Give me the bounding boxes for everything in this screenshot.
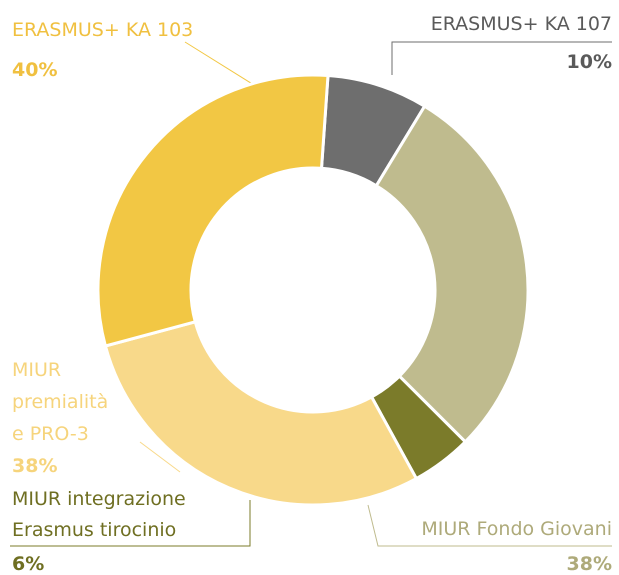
leader-lines	[10, 41, 612, 547]
slice	[374, 104, 530, 444]
category-label: ERASMUS+ KA 103	[12, 19, 193, 41]
leader-line	[367, 504, 612, 547]
category-label: e PRO-3	[12, 423, 89, 445]
category-label: ERASMUS+ KA 107	[431, 13, 612, 35]
value-label: 38%	[12, 455, 57, 477]
value-label: 38%	[567, 553, 612, 575]
slice	[103, 319, 419, 507]
category-label: MIUR	[12, 359, 61, 381]
value-label: 40%	[12, 59, 57, 81]
leader-line	[391, 41, 612, 75]
labels: ERASMUS+ KA 107 10% MIUR Fondo Giovani 38% M…	[12, 13, 612, 575]
slice	[96, 73, 330, 348]
value-label: 6%	[12, 553, 44, 575]
category-label: Erasmus tirocinio	[12, 519, 176, 541]
leader-line	[10, 500, 251, 547]
category-label: premialità	[12, 391, 108, 413]
leader-line	[184, 41, 263, 91]
leader-line	[139, 441, 181, 473]
category-label: MIUR Fondo Giovani	[421, 518, 612, 540]
donut	[96, 73, 530, 507]
value-label: 10%	[567, 51, 612, 73]
category-label: MIUR integrazione	[12, 488, 186, 510]
